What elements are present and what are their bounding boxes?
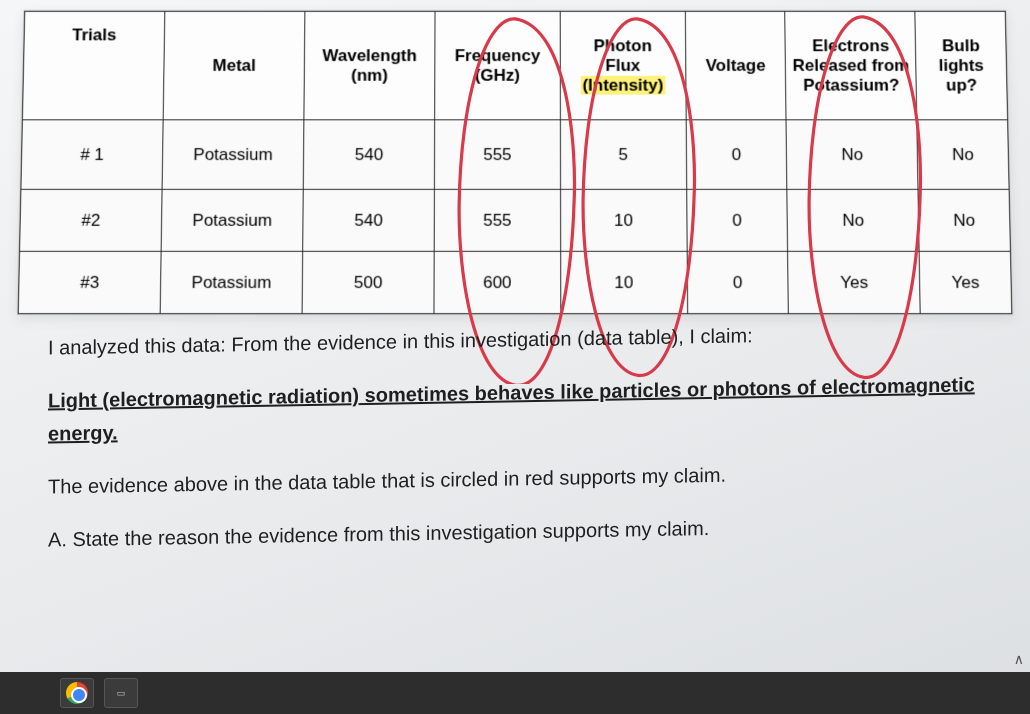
cell-flux: 5 — [560, 120, 686, 190]
hdr-frequency: Frequency (GHz) — [435, 11, 561, 119]
cell-trial: #2 — [20, 189, 163, 251]
table-header-row: Trials Metal Wavelength (nm) Frequency (… — [22, 11, 1007, 119]
cell-wavelength: 540 — [303, 189, 435, 251]
table-body: # 1Potassium54055550NoNo#2Potassium54055… — [18, 120, 1012, 314]
cell-trial: # 1 — [21, 120, 163, 190]
cell-flux: 10 — [560, 189, 687, 251]
taskbar-app-icon[interactable]: ▭ — [104, 678, 138, 708]
page-container: Trials Metal Wavelength (nm) Frequency (… — [0, 0, 1030, 558]
taskbar-chrome-icon[interactable] — [60, 678, 94, 708]
cell-metal: Potassium — [160, 251, 303, 313]
hdr-voltage: Voltage — [685, 11, 786, 119]
cell-frequency: 555 — [434, 120, 560, 190]
cell-frequency: 600 — [434, 251, 561, 313]
worksheet-sheet: Trials Metal Wavelength (nm) Frequency (… — [17, 10, 1014, 315]
table-row: # 1Potassium54055550NoNo — [21, 120, 1009, 190]
hdr-electrons: Electrons Released from Potassium? — [785, 11, 917, 119]
cell-bulb: No — [917, 120, 1009, 190]
cell-voltage: 0 — [686, 189, 788, 251]
hdr-metal: Metal — [163, 11, 305, 119]
cell-metal: Potassium — [161, 189, 303, 251]
hdr-bulb: Bulb lights up? — [915, 11, 1007, 119]
para-analyzed: I analyzed this data: From the evidence … — [48, 316, 982, 365]
cell-electrons: No — [787, 189, 919, 251]
para-evidence: The evidence above in the data table tha… — [48, 455, 982, 504]
hdr-flux-l2: Flux — [605, 56, 640, 75]
chrome-icon — [66, 682, 88, 704]
para-question-a: A. State the reason the evidence from th… — [48, 508, 982, 557]
hdr-trials: Trials — [22, 11, 164, 119]
cell-electrons: No — [786, 120, 918, 190]
hdr-flux-l1: Photon — [594, 36, 652, 55]
taskbar: ▭ — [0, 672, 1030, 714]
cell-trial: #3 — [18, 251, 161, 313]
hdr-flux: Photon Flux (Intensity) — [560, 11, 686, 119]
cell-bulb: No — [918, 189, 1010, 251]
hdr-flux-highlight: (Intensity) — [580, 75, 665, 94]
window-corner-icon: ∧ — [1014, 651, 1024, 668]
cell-frequency: 555 — [434, 189, 560, 251]
worksheet-text: I analyzed this data: From the evidence … — [20, 298, 1010, 558]
cell-wavelength: 500 — [302, 251, 434, 313]
data-table: Trials Metal Wavelength (nm) Frequency (… — [18, 11, 1013, 314]
hdr-wavelength: Wavelength (nm) — [304, 11, 435, 119]
cell-voltage: 0 — [686, 120, 787, 190]
cell-metal: Potassium — [162, 120, 304, 190]
para-claim: Light (electromagnetic radiation) someti… — [48, 374, 975, 445]
cell-wavelength: 540 — [303, 120, 434, 190]
table-row: #2Potassium540555100NoNo — [20, 189, 1011, 251]
